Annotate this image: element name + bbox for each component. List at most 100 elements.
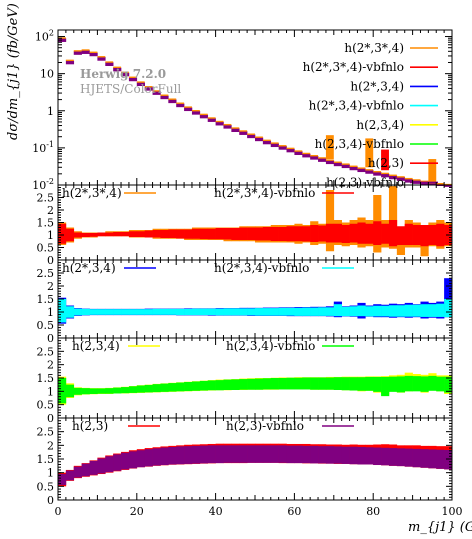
- ratio-band-bin: [160, 230, 169, 238]
- main-bin: [105, 62, 114, 67]
- main-bin: [239, 131, 248, 135]
- ratio-band-bin: [325, 223, 335, 243]
- ratio-band-bin: [357, 377, 366, 391]
- ratio-band-bin: [184, 229, 193, 239]
- ratio-band-bin: [310, 377, 319, 390]
- main-bin-edge: [373, 171, 382, 173]
- ratio-band-bin: [396, 376, 406, 393]
- main-bin-edge: [128, 76, 137, 78]
- main-bin: [113, 67, 122, 72]
- main-bin-edge: [65, 59, 74, 62]
- ratio-band-bin: [136, 385, 145, 393]
- main-bin: [255, 137, 264, 142]
- main-bin-edge: [357, 167, 366, 169]
- ratio-band-bin: [239, 445, 248, 463]
- ratio-band-bin: [128, 231, 138, 237]
- ratio-band-bin: [286, 445, 295, 464]
- ratio-y-tick-label: 0: [47, 254, 54, 267]
- ratio-band-bin: [310, 307, 319, 316]
- main-bin: [341, 164, 350, 169]
- x-tick-label: 0: [55, 505, 62, 518]
- ratio-band-bin: [239, 227, 248, 240]
- main-bin: [357, 168, 366, 173]
- ratio-band-bin: [65, 384, 75, 398]
- ratio-band-bin: [128, 451, 138, 469]
- ratio-band-bin: [97, 458, 106, 474]
- legend-label: h(2,3,4)-vbfnlo: [315, 137, 404, 151]
- main-bin-edge: [294, 150, 303, 152]
- ratio-band-bin: [152, 448, 161, 466]
- main-spike: [428, 159, 437, 184]
- ratio-y-tick-label: 2: [47, 280, 54, 293]
- legend-label: h(2,3): [368, 156, 404, 170]
- ratio-band-bin: [325, 190, 335, 252]
- main-bin-edge: [160, 94, 169, 96]
- ratio-band-bin: [396, 448, 406, 467]
- ratio-legend-label: h(2*,3,4): [62, 261, 116, 275]
- ratio-band-bin: [73, 466, 82, 478]
- ratio-y-tick-label: 1: [47, 229, 54, 242]
- ratio-band-bin: [333, 223, 342, 243]
- ratio-band-bin: [207, 380, 216, 391]
- main-bin: [121, 72, 130, 77]
- ratio-y-tick-label: 2: [47, 204, 54, 217]
- main-spike: [325, 135, 334, 160]
- main-bin-edge: [113, 66, 122, 68]
- ratio-band-bin: [136, 231, 145, 237]
- ratio-band-bin: [215, 380, 224, 391]
- ratio-band-bin: [286, 226, 295, 242]
- ratio-band-bin: [388, 376, 398, 392]
- main-bin-edge: [381, 172, 389, 175]
- ratio-band-bin: [176, 229, 185, 239]
- ratio-band-bin: [255, 378, 264, 390]
- ratio-band-bin: [381, 223, 390, 244]
- main-bin: [81, 50, 90, 54]
- ratio-band-bin: [215, 308, 224, 316]
- main-bin-edge: [420, 180, 429, 183]
- main-bin-edge: [231, 127, 240, 129]
- ratio-band-bin: [136, 450, 145, 468]
- ratio-legend-label: h(2,3,4): [72, 339, 120, 353]
- ratio-legend-label: h(2,3)-vbfnlo: [226, 419, 304, 433]
- main-bin-edge: [152, 90, 161, 92]
- ratio-band-bin: [199, 308, 209, 316]
- ratio-y-tick-label: 2.5: [37, 192, 55, 205]
- main-bin-edge: [97, 56, 106, 58]
- ratio-band-bin: [105, 309, 114, 315]
- ratio-band-bin: [357, 446, 366, 465]
- ratio-y-tick-label: 1.5: [37, 293, 55, 306]
- ratio-band-bin: [412, 304, 421, 317]
- ratio-y-tick-label: 2.5: [37, 267, 55, 280]
- main-bin: [65, 60, 75, 65]
- ratio-band-bin: [144, 449, 153, 467]
- ratio-band-bin: [444, 449, 453, 470]
- ratio-band-bin: [270, 227, 279, 241]
- main-bin-edge: [278, 145, 287, 147]
- main-histogram: [58, 37, 453, 187]
- ratio-band-bin: [270, 308, 279, 316]
- ratio-legend-label: h(2,3,4)-vbfnlo: [226, 339, 315, 353]
- ratio-band-bin: [207, 228, 216, 240]
- x-tick-label: 100: [442, 505, 463, 518]
- ratio-band-bin: [333, 446, 342, 464]
- ratio-band-bin: [255, 227, 264, 241]
- ratio-band-bin: [81, 388, 90, 395]
- ratio-band-bin: [349, 306, 358, 317]
- ratio-band-bin: [128, 309, 138, 315]
- main-bin-edge: [436, 183, 445, 185]
- ratio-band-bin: [318, 307, 327, 316]
- ratio-band-bin: [168, 308, 177, 315]
- main-bin-edge: [333, 161, 342, 163]
- main-bin-edge: [412, 179, 421, 181]
- ratio-band-bin: [65, 470, 75, 481]
- ratio-band-bin: [373, 305, 382, 317]
- main-bin: [184, 107, 193, 112]
- ratio-band-bin: [302, 226, 311, 242]
- ratio-band-bin: [365, 376, 374, 391]
- main-bin: [231, 128, 240, 133]
- ratio-band-bin: [341, 446, 350, 464]
- main-spikes: [325, 135, 437, 184]
- ratio-band-bin: [223, 379, 232, 390]
- main-bin: [381, 173, 390, 178]
